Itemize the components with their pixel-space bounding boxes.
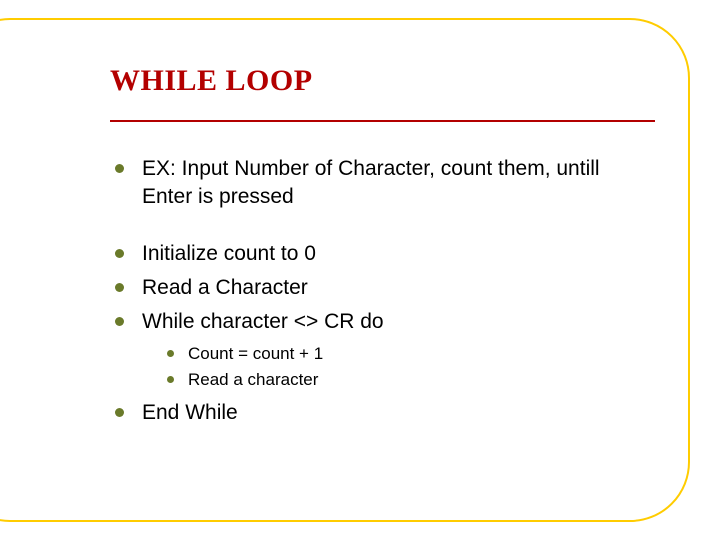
bullet-text: End While xyxy=(142,399,238,427)
slide-content: EX: Input Number of Character, count the… xyxy=(115,155,655,433)
list-item: End While xyxy=(115,399,655,427)
bullet-icon xyxy=(115,283,124,292)
bullet-icon xyxy=(115,408,124,417)
bullet-text: Read a character xyxy=(188,369,318,391)
bullet-icon xyxy=(167,376,174,383)
list-item: EX: Input Number of Character, count the… xyxy=(115,155,655,212)
bullet-icon xyxy=(115,164,124,173)
bullet-text: Count = count + 1 xyxy=(188,343,323,365)
list-item: While character <> CR do xyxy=(115,308,655,336)
bullet-text: EX: Input Number of Character, count the… xyxy=(142,155,655,212)
bullet-icon xyxy=(115,249,124,258)
bullet-text: Read a Character xyxy=(142,274,308,302)
list-item: Count = count + 1 xyxy=(167,343,655,365)
list-item: Read a character xyxy=(167,369,655,391)
list-item: Read a Character xyxy=(115,274,655,302)
bullet-icon xyxy=(167,350,174,357)
list-item: Initialize count to 0 xyxy=(115,240,655,268)
bullet-text: While character <> CR do xyxy=(142,308,384,336)
bullet-text: Initialize count to 0 xyxy=(142,240,316,268)
slide-title: WHILE LOOP xyxy=(110,64,313,98)
bullet-icon xyxy=(115,317,124,326)
spacer xyxy=(115,218,655,240)
sub-list: Count = count + 1 Read a character xyxy=(167,343,655,391)
title-underline xyxy=(110,120,655,122)
